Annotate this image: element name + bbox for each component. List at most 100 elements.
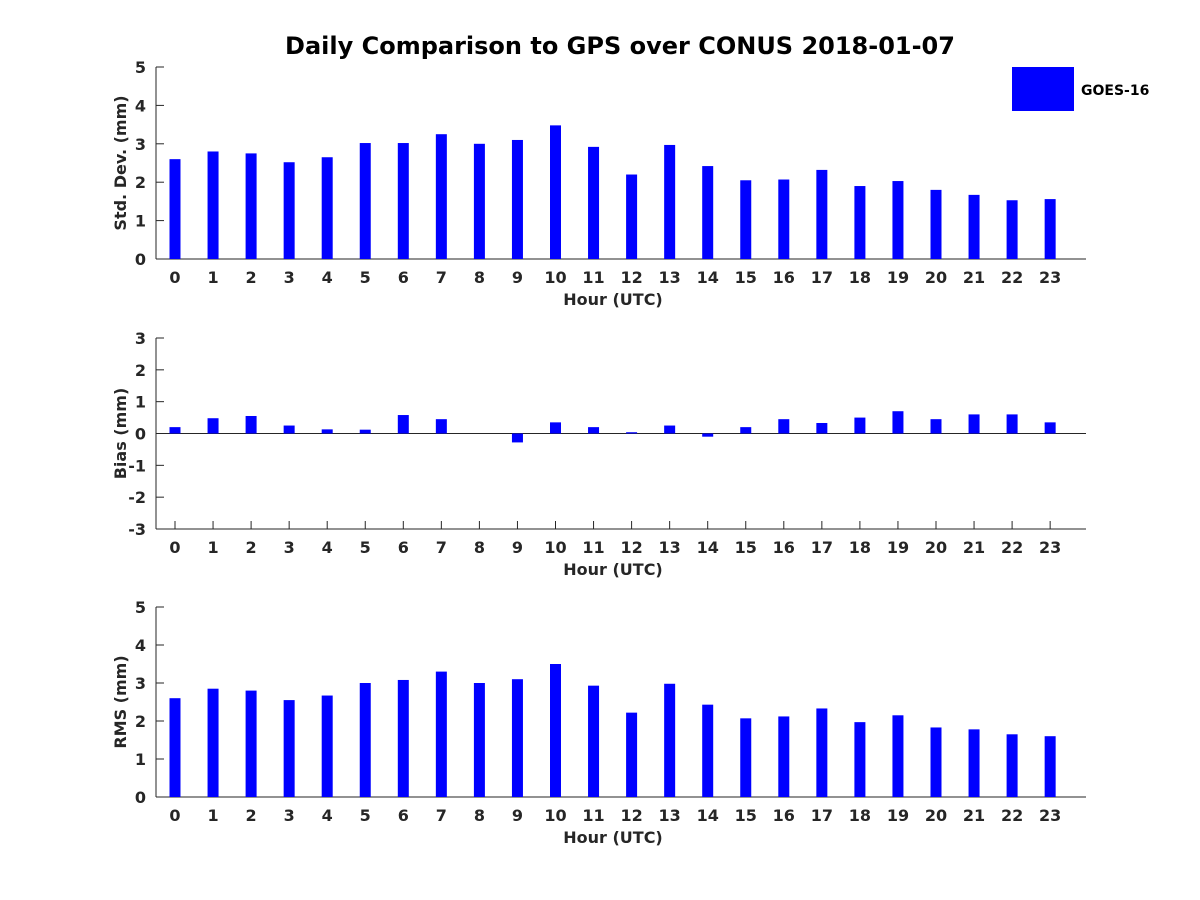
rms-bar — [283, 700, 295, 797]
legend-label-goes-16: GOES-16 — [1081, 83, 1149, 99]
bias-bar — [245, 415, 257, 434]
rms-bar — [550, 664, 561, 797]
std-dev-x-tick-label: 13 — [659, 268, 681, 287]
bias-y-tick-label: 0 — [135, 425, 146, 444]
std-dev-y-tick-label: 4 — [135, 96, 146, 115]
bias-x-tick-label: 8 — [474, 538, 485, 557]
bias-y-tick-label: 3 — [135, 329, 146, 348]
rms-x-tick-label: 20 — [925, 806, 947, 825]
rms-x-tick-label: 6 — [398, 806, 409, 825]
bias-bar — [397, 415, 409, 434]
bias-x-tick-label: 2 — [246, 538, 257, 557]
std-dev-bar — [854, 186, 866, 259]
std-dev-x-tick-label: 18 — [849, 268, 871, 287]
bias-bar — [207, 418, 219, 434]
bias-x-tick-label: 12 — [620, 538, 642, 557]
std-dev-x-tick-label: 9 — [512, 268, 523, 287]
rms-y-tick-label: 4 — [135, 636, 146, 655]
chart-title: Daily Comparison to GPS over CONUS 2018-… — [285, 32, 955, 60]
std-dev-bar — [664, 144, 676, 259]
std-dev-x-tick-label: 0 — [169, 268, 180, 287]
bias-x-tick-label: 4 — [322, 538, 333, 557]
std-dev-x-tick-label: 8 — [474, 268, 485, 287]
legend: GOES-16 — [1012, 67, 1149, 111]
std-dev-bar — [968, 194, 980, 259]
bias-bar — [511, 433, 523, 443]
rms-bar — [1006, 734, 1018, 797]
rms-y-tick-label: 5 — [135, 598, 146, 617]
bias-x-tick-label: 3 — [284, 538, 295, 557]
std-dev-x-tick-label: 17 — [811, 268, 833, 287]
bias-y-tick-label: -2 — [128, 488, 146, 507]
std-dev-bar — [930, 189, 942, 259]
bias-x-tick-label: 5 — [360, 538, 371, 557]
std-dev-x-tick-label: 23 — [1039, 268, 1061, 287]
std-dev-bar — [435, 134, 447, 259]
std-dev-bar — [473, 143, 485, 259]
std-dev-bar — [626, 174, 638, 259]
bias-bar — [740, 427, 752, 434]
bias-x-tick-label: 21 — [963, 538, 985, 557]
bias-bar — [626, 432, 638, 434]
bias-x-tick-label: 19 — [887, 538, 909, 557]
rms-bar — [626, 712, 638, 797]
bias-x-tick-label: 11 — [582, 538, 604, 557]
rms-bar — [207, 688, 219, 797]
rms-bar — [892, 715, 904, 797]
rms-x-tick-label: 14 — [697, 806, 719, 825]
bias-x-tick-label: 18 — [849, 538, 871, 557]
std-dev-bar — [892, 181, 904, 259]
std-dev-bar — [1044, 199, 1056, 259]
rms-x-tick-label: 3 — [284, 806, 295, 825]
rms-x-tick-label: 2 — [246, 806, 257, 825]
bias-bar — [702, 433, 714, 437]
std-dev-bar — [550, 125, 561, 259]
rms-x-tick-label: 18 — [849, 806, 871, 825]
std-dev-x-tick-label: 22 — [1001, 268, 1023, 287]
rms-x-tick-label: 13 — [659, 806, 681, 825]
rms-x-tick-label: 16 — [773, 806, 795, 825]
bias-bar — [321, 429, 333, 434]
bias-x-tick-label: 7 — [436, 538, 447, 557]
bias-bar — [968, 414, 980, 434]
rms-bar — [321, 695, 333, 797]
rms-x-tick-label: 22 — [1001, 806, 1023, 825]
rms-x-tick-label: 17 — [811, 806, 833, 825]
bias-bar — [1044, 422, 1056, 434]
bias-x-tick-label: 1 — [207, 538, 218, 557]
rms-x-tick-label: 11 — [582, 806, 604, 825]
rms-x-tick-label: 4 — [322, 806, 333, 825]
rms-y-axis-label: RMS (mm) — [111, 655, 130, 748]
std-dev-bar — [588, 146, 600, 259]
rms-bar — [1044, 736, 1056, 797]
rms-y-tick-label: 1 — [135, 750, 146, 769]
rms-bar — [816, 708, 828, 797]
bias-bar — [930, 419, 942, 434]
bias-x-tick-label: 10 — [544, 538, 566, 557]
bias-x-tick-label: 13 — [659, 538, 681, 557]
std-dev-x-tick-label: 6 — [398, 268, 409, 287]
std-dev-bar — [702, 166, 714, 259]
std-dev-x-axis-label: Hour (UTC) — [563, 290, 663, 309]
std-dev-x-tick-label: 1 — [207, 268, 218, 287]
bias-bar — [550, 422, 561, 434]
rms-x-tick-label: 23 — [1039, 806, 1061, 825]
rms-x-tick-label: 7 — [436, 806, 447, 825]
std-dev-bar — [359, 143, 371, 259]
bias-bar — [778, 419, 790, 434]
bias-bar — [359, 429, 371, 434]
rms-bar — [778, 716, 790, 797]
bias-x-tick-label: 16 — [773, 538, 795, 557]
bias-bar — [169, 427, 181, 434]
std-dev-bar — [397, 143, 409, 259]
rms-bar — [588, 685, 600, 797]
std-dev-y-tick-label: 2 — [135, 173, 146, 192]
bias-bar — [435, 419, 447, 434]
rms-bar — [930, 727, 942, 797]
rms-bar — [435, 671, 447, 797]
std-dev-bar — [1006, 200, 1018, 259]
